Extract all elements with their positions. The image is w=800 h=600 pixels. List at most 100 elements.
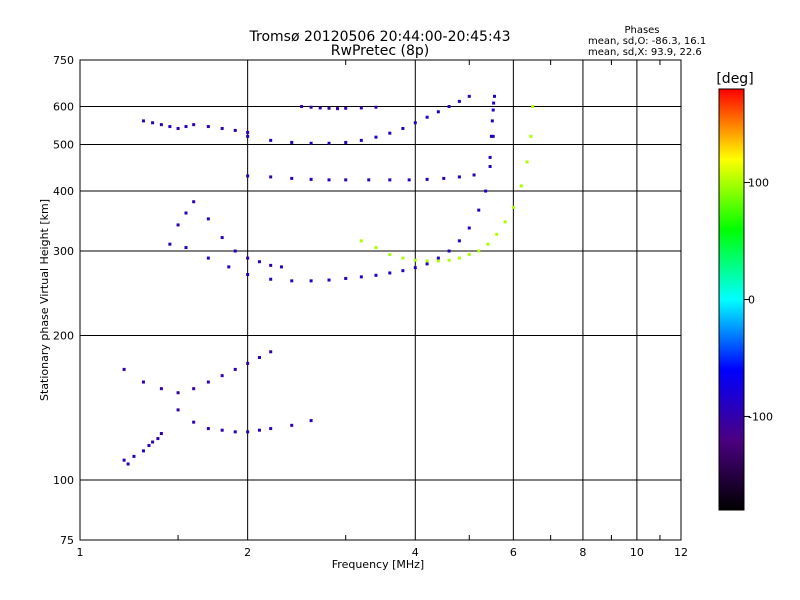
x-tick-label: 6 bbox=[510, 546, 517, 559]
x-axis-label: Frequency [MHz] bbox=[332, 558, 424, 571]
data-point bbox=[269, 277, 273, 281]
data-point bbox=[246, 256, 250, 260]
data-point bbox=[374, 246, 378, 250]
data-point bbox=[168, 242, 172, 246]
data-point bbox=[318, 106, 322, 110]
data-point bbox=[309, 279, 313, 283]
data-point bbox=[359, 275, 363, 279]
data-point bbox=[344, 106, 348, 110]
data-point bbox=[467, 226, 471, 230]
data-point bbox=[491, 134, 495, 138]
x-tick-label: 12 bbox=[674, 546, 688, 559]
data-point bbox=[141, 380, 145, 384]
data-point bbox=[257, 260, 261, 264]
data-point bbox=[246, 361, 250, 365]
data-point bbox=[442, 176, 446, 180]
series-echo-600-km bbox=[300, 105, 378, 111]
data-point bbox=[220, 126, 224, 130]
y-tick-label: 400 bbox=[53, 185, 74, 198]
data-points bbox=[122, 94, 535, 466]
data-point bbox=[401, 256, 405, 260]
chart-subtitle: RwPretec (8p) bbox=[331, 43, 429, 59]
data-point bbox=[257, 428, 261, 432]
data-point bbox=[492, 94, 496, 98]
series-low-band-150-180 bbox=[122, 350, 273, 395]
data-point bbox=[519, 184, 523, 188]
data-point bbox=[447, 258, 451, 262]
data-point bbox=[176, 126, 180, 130]
data-point bbox=[486, 242, 490, 246]
data-point bbox=[327, 178, 331, 182]
data-point bbox=[206, 380, 210, 384]
data-point bbox=[489, 134, 493, 138]
series-o-mode-f2-cusp bbox=[488, 94, 496, 159]
data-point bbox=[525, 160, 529, 164]
series-o-mode-f2-upper-band bbox=[168, 200, 283, 269]
colorbar-tick-label: 100 bbox=[748, 177, 769, 190]
data-point bbox=[184, 211, 188, 215]
data-point bbox=[457, 99, 461, 103]
data-point bbox=[359, 138, 363, 142]
data-point bbox=[279, 265, 283, 269]
data-point bbox=[511, 205, 515, 209]
series-second-hop-o bbox=[246, 94, 471, 145]
data-point bbox=[233, 367, 237, 371]
data-point bbox=[425, 177, 429, 181]
data-point bbox=[233, 249, 237, 253]
data-point bbox=[495, 232, 499, 236]
data-point bbox=[192, 200, 196, 204]
data-point bbox=[344, 178, 348, 182]
data-point bbox=[141, 119, 145, 123]
data-point bbox=[467, 253, 471, 257]
data-point bbox=[206, 427, 210, 431]
data-point bbox=[492, 101, 496, 105]
data-point bbox=[425, 115, 429, 119]
data-point bbox=[220, 428, 224, 432]
data-point bbox=[401, 269, 405, 273]
data-point bbox=[290, 279, 294, 283]
data-point bbox=[269, 263, 273, 267]
data-point bbox=[374, 273, 378, 277]
data-point bbox=[122, 367, 126, 371]
data-point bbox=[457, 175, 461, 179]
y-tick-label: 500 bbox=[53, 139, 74, 152]
data-point bbox=[220, 374, 224, 378]
data-point bbox=[184, 246, 188, 250]
data-point bbox=[290, 140, 294, 144]
data-point bbox=[503, 220, 507, 224]
data-point bbox=[388, 131, 392, 135]
colorbar-ticks: 100 0 -100 bbox=[744, 177, 773, 423]
plot-frame bbox=[79, 59, 682, 541]
data-point bbox=[132, 454, 136, 458]
data-point bbox=[269, 350, 273, 354]
data-point bbox=[168, 125, 172, 129]
data-point bbox=[269, 138, 273, 142]
data-point bbox=[159, 432, 163, 436]
stats-o-mode: mean, sd,O: -86.3, 16.1 bbox=[588, 36, 706, 47]
y-tick-label: 600 bbox=[53, 101, 74, 114]
data-point bbox=[147, 444, 151, 448]
y-axis-ticks: 75 100 200 300 400 500 600 750 bbox=[53, 54, 74, 547]
data-point bbox=[309, 177, 313, 181]
colorbar-tick-label: 0 bbox=[748, 294, 755, 307]
y-axis-label: Stationary phase Virtual Height [km] bbox=[38, 199, 51, 401]
data-point bbox=[472, 173, 476, 177]
chart-title: Tromsø 20120506 20:44:00-20:45:43 bbox=[249, 29, 511, 45]
data-point bbox=[447, 249, 451, 253]
data-point bbox=[246, 174, 250, 178]
data-point bbox=[300, 105, 304, 109]
data-point bbox=[374, 135, 378, 139]
y-tick-label: 750 bbox=[53, 54, 74, 67]
data-point bbox=[407, 178, 411, 182]
data-point bbox=[246, 273, 250, 277]
grid-lines bbox=[80, 60, 681, 540]
data-point bbox=[327, 141, 331, 145]
data-point bbox=[327, 106, 331, 110]
data-point bbox=[467, 94, 471, 98]
data-point bbox=[184, 125, 188, 129]
data-point bbox=[484, 189, 488, 193]
data-point bbox=[531, 105, 535, 109]
data-point bbox=[176, 408, 180, 412]
data-point bbox=[374, 105, 378, 109]
data-point bbox=[401, 126, 405, 130]
